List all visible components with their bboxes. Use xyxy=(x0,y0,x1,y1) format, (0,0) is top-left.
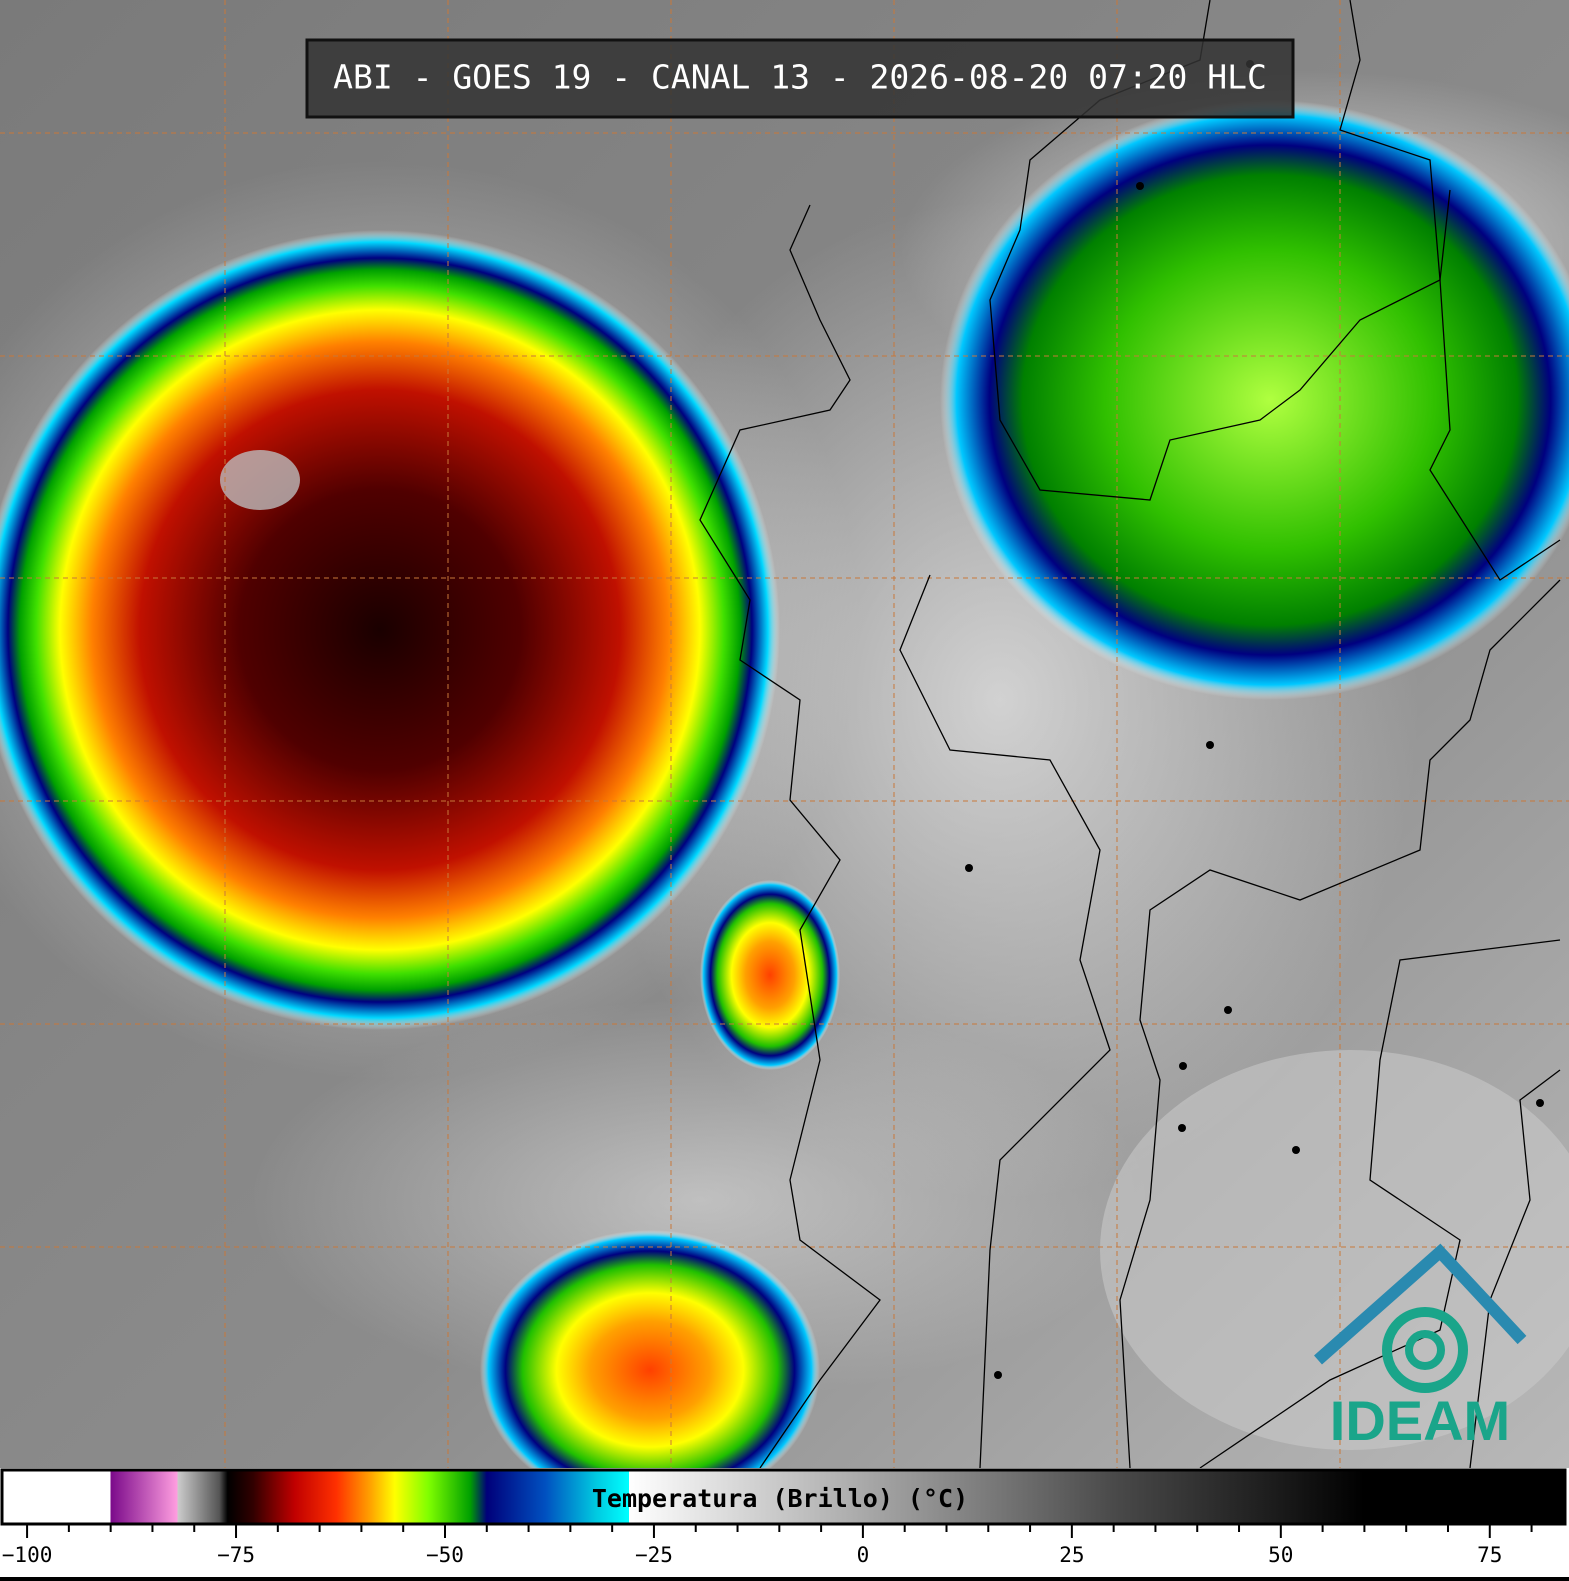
colorbar-tick-label: 75 xyxy=(1477,1543,1502,1567)
satellite-image xyxy=(0,0,1569,1510)
logo-text: IDEAM xyxy=(1330,1389,1510,1452)
colorbar-label: Temperatura (Brillo) (°C) xyxy=(592,1484,968,1513)
cities xyxy=(965,60,1544,1379)
colorbar-tick-label: 0 xyxy=(857,1543,870,1567)
borders xyxy=(699,0,1561,1469)
colorbar-tick-label: −25 xyxy=(635,1543,673,1567)
title-box: ABI - GOES 19 - CANAL 13 - 2026-08-20 07… xyxy=(305,38,1295,119)
colorbar: Temperatura (Brillo) (°C) −100 −75 −50 −25 0 2… xyxy=(0,1468,1569,1577)
colorbar-tick-label: −100 xyxy=(2,1543,53,1567)
colorbar-tick-label: 25 xyxy=(1059,1543,1084,1567)
colorbar-tick-label: 50 xyxy=(1268,1543,1293,1567)
colorbar-tick-label: −50 xyxy=(426,1543,464,1567)
logo: IDEAM xyxy=(1314,1243,1527,1452)
colorbar-scale xyxy=(0,1468,1567,1526)
colorbar-tick-label: −75 xyxy=(217,1543,255,1567)
title: ABI - GOES 19 - CANAL 13 - 2026-08-20 07… xyxy=(333,58,1267,97)
grid-lines xyxy=(0,0,1569,1468)
